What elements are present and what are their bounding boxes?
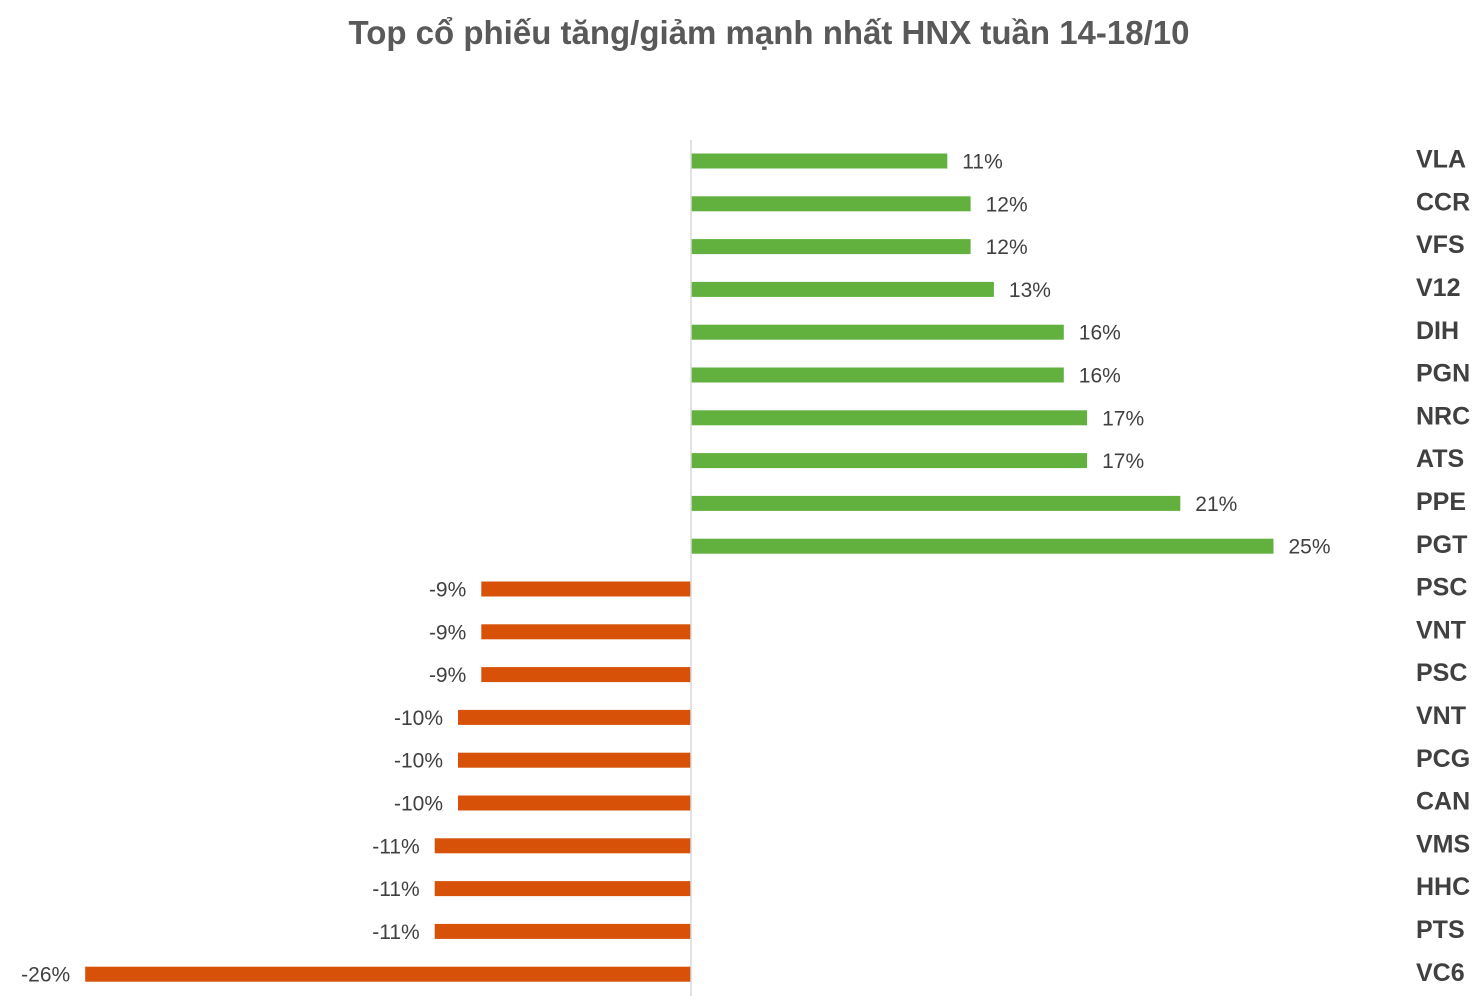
bar-vms-16 xyxy=(434,838,691,854)
category-label: NRC xyxy=(1416,402,1470,430)
category-label: PGN xyxy=(1416,360,1470,388)
category-label: VMS xyxy=(1416,830,1470,858)
bar-hhc-17 xyxy=(434,881,691,897)
category-label: VC6 xyxy=(1416,959,1465,987)
data-label: 25% xyxy=(1289,536,1331,559)
labels-layer: 11% 12% 12% 13% 16% 16% 17% 17% 21% 25% -9% -9% -9% -… xyxy=(21,151,1330,987)
data-label: -9% xyxy=(429,579,466,602)
bar-ppe-8 xyxy=(691,495,1181,511)
bar-nrc-6 xyxy=(691,410,1088,426)
data-label: -9% xyxy=(429,664,466,687)
category-axis: VLA CCR VFS V12 DIH PGN NRC ATS PPE PGT PSC VNT PSC V… xyxy=(1416,146,1470,987)
data-label: 21% xyxy=(1195,493,1237,516)
bar-ccr-1 xyxy=(691,196,971,212)
data-label: -11% xyxy=(372,921,419,944)
data-label: -10% xyxy=(394,707,443,730)
category-label: DIH xyxy=(1416,317,1459,345)
bar-vfs-2 xyxy=(691,239,971,255)
category-label: VNT xyxy=(1416,702,1466,730)
data-label: -11% xyxy=(372,835,419,858)
bar-vnt-13 xyxy=(458,709,691,725)
data-label: 11% xyxy=(962,151,1002,174)
bar-vc6-19 xyxy=(85,966,691,982)
category-label: HHC xyxy=(1416,873,1470,901)
data-label: -10% xyxy=(394,793,443,816)
bar-pgt-9 xyxy=(691,538,1274,554)
data-label: -10% xyxy=(394,750,443,773)
category-label: VFS xyxy=(1416,231,1465,259)
category-label: V12 xyxy=(1416,274,1460,302)
category-label: CCR xyxy=(1416,188,1470,216)
category-label: VNT xyxy=(1416,616,1466,644)
category-label: PPE xyxy=(1416,488,1466,516)
data-label: 16% xyxy=(1079,322,1121,345)
data-label: -26% xyxy=(21,964,70,987)
bar-pgn-5 xyxy=(691,367,1064,383)
bars-layer xyxy=(85,153,1274,982)
bar-ats-7 xyxy=(691,453,1088,469)
bar-vla-0 xyxy=(691,153,948,169)
category-label: PGT xyxy=(1416,531,1467,559)
category-label: ATS xyxy=(1416,445,1464,473)
category-label: VLA xyxy=(1416,146,1466,174)
data-label: 17% xyxy=(1102,407,1144,430)
bar-vnt-11 xyxy=(481,624,691,640)
data-label: 17% xyxy=(1102,450,1144,473)
bar-pcg-14 xyxy=(458,752,691,768)
chart-title: Top cổ phiếu tăng/giảm mạnh nhất HNX tuầ… xyxy=(348,14,1190,51)
category-label: PCG xyxy=(1416,745,1470,773)
data-label: 12% xyxy=(986,236,1028,259)
data-label: 16% xyxy=(1079,365,1121,388)
category-label: PSC xyxy=(1416,659,1467,687)
category-label: CAN xyxy=(1416,788,1470,816)
data-label: -11% xyxy=(372,878,419,901)
data-label: 13% xyxy=(1009,279,1051,302)
bar-psc-12 xyxy=(481,667,691,683)
bar-pts-18 xyxy=(434,923,691,939)
category-label: PSC xyxy=(1416,574,1467,602)
data-label: -9% xyxy=(429,621,466,644)
bar-can-15 xyxy=(458,795,691,811)
category-label: PTS xyxy=(1416,916,1465,944)
data-label: 12% xyxy=(986,193,1028,216)
bar-psc-10 xyxy=(481,581,691,597)
bar-dih-4 xyxy=(691,324,1064,340)
bar-v12-3 xyxy=(691,281,994,297)
